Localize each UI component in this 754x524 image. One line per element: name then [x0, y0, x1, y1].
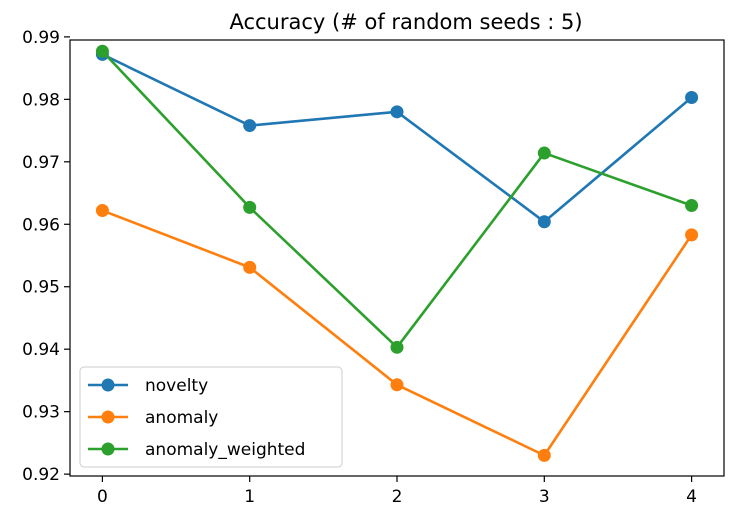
data-point: [685, 228, 699, 242]
series-anomaly-weighted: [95, 44, 699, 354]
series-novelty: [95, 47, 699, 229]
x-tick-label: 1: [244, 487, 255, 507]
series-line: [101, 53, 693, 224]
legend: novelty anomaly anomaly_weighted: [79, 366, 343, 468]
y-tick-label: 0.92: [22, 465, 60, 485]
data-point: [95, 44, 109, 58]
x-axis-ticks: 0 1 2 3 4: [97, 476, 697, 507]
legend-swatch-marker: [101, 442, 115, 456]
legend-label: anomaly_weighted: [145, 440, 305, 460]
data-point: [243, 119, 257, 133]
y-tick-label: 0.95: [22, 278, 60, 298]
data-point: [537, 215, 551, 229]
x-tick-label: 0: [97, 487, 108, 507]
data-point: [390, 340, 404, 354]
data-point: [537, 448, 551, 462]
x-tick-label: 2: [392, 487, 403, 507]
y-tick-label: 0.98: [22, 90, 60, 110]
data-point: [243, 200, 257, 214]
data-point: [390, 378, 404, 392]
legend-item: anomaly_weighted: [88, 440, 305, 460]
data-point: [95, 204, 109, 218]
data-point: [243, 260, 257, 274]
data-point: [537, 146, 551, 160]
legend-item: anomaly: [88, 408, 218, 428]
legend-label: anomaly: [145, 408, 218, 428]
series-layer: [95, 44, 699, 462]
data-point: [390, 105, 404, 119]
series-anomaly: [95, 204, 699, 462]
legend-item: novelty: [88, 376, 208, 396]
x-tick-label: 4: [686, 487, 697, 507]
y-tick-label: 0.99: [22, 28, 60, 48]
y-tick-label: 0.93: [22, 403, 60, 423]
chart-title: Accuracy (# of random seeds : 5): [229, 10, 582, 34]
data-point: [685, 199, 699, 213]
y-tick-label: 0.97: [22, 153, 60, 173]
legend-label: novelty: [145, 376, 208, 396]
y-tick-label: 0.96: [22, 215, 60, 235]
legend-swatch-marker: [101, 378, 115, 392]
legend-box: [79, 366, 343, 468]
y-axis-ticks: 0.92 0.93 0.94 0.95 0.96 0.97 0.98 0.99: [22, 28, 70, 485]
y-tick-label: 0.94: [22, 340, 60, 360]
data-point: [685, 90, 699, 104]
x-tick-label: 3: [539, 487, 550, 507]
plot-frame: [69, 39, 725, 477]
legend-swatch-marker: [101, 410, 115, 424]
